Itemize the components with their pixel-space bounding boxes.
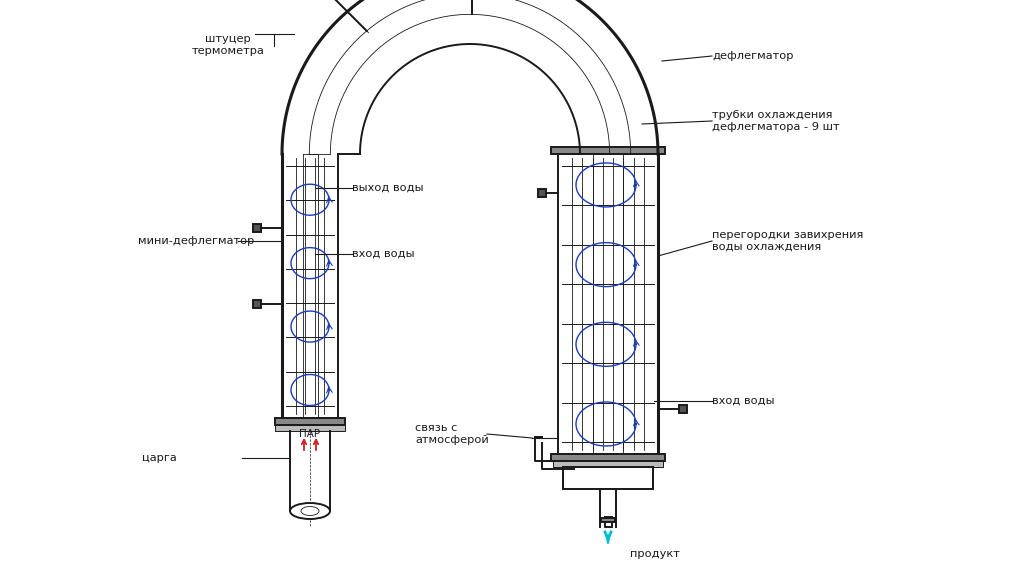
Bar bbox=[563, 467, 653, 489]
Text: царга: царга bbox=[142, 453, 177, 463]
Text: вход воды: вход воды bbox=[712, 396, 774, 406]
Ellipse shape bbox=[290, 503, 330, 519]
Text: дефлегматор: дефлегматор bbox=[712, 51, 794, 61]
Bar bbox=[604, 517, 611, 527]
Text: ПАР: ПАР bbox=[299, 429, 321, 439]
Ellipse shape bbox=[301, 506, 319, 516]
Bar bbox=[538, 189, 546, 197]
Text: перегородки завихрения
воды охлаждения: перегородки завихрения воды охлаждения bbox=[712, 230, 863, 252]
Text: выход воды: выход воды bbox=[352, 183, 424, 193]
Bar bbox=[601, 518, 615, 522]
Bar bbox=[275, 425, 345, 431]
Bar bbox=[253, 224, 261, 232]
Text: штуцер
термометра: штуцер термометра bbox=[191, 34, 264, 56]
Bar bbox=[553, 461, 663, 467]
Text: мини-дефлегматор: мини-дефлегматор bbox=[138, 236, 254, 246]
Bar bbox=[253, 301, 261, 309]
Text: связь с
атмосферой: связь с атмосферой bbox=[415, 423, 488, 445]
Bar bbox=[551, 454, 665, 461]
Bar bbox=[275, 418, 345, 425]
Bar bbox=[551, 147, 665, 154]
Text: продукт: продукт bbox=[630, 549, 680, 559]
Bar bbox=[679, 405, 687, 413]
Text: вход воды: вход воды bbox=[352, 249, 415, 259]
Text: трубки охлаждения
дефлегматора - 9 шт: трубки охлаждения дефлегматора - 9 шт bbox=[712, 110, 840, 132]
